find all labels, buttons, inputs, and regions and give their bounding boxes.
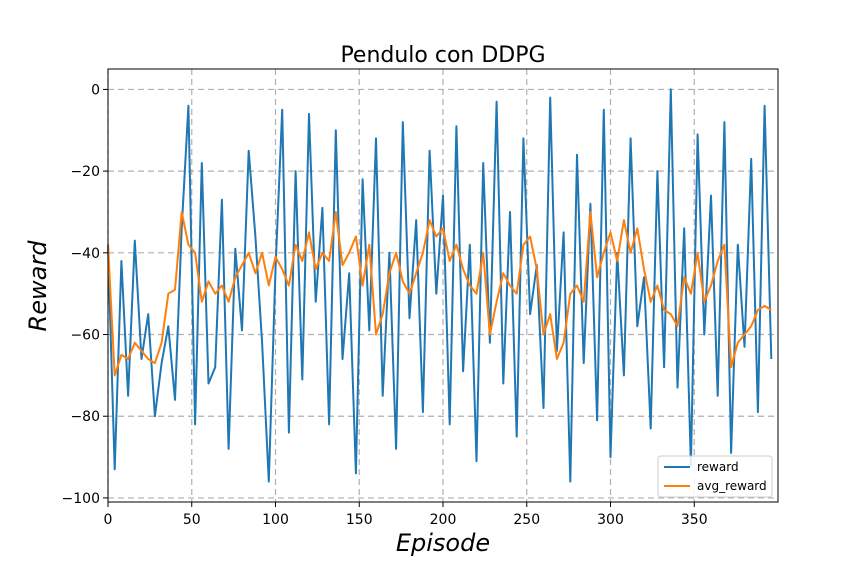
axis-ticks: 0 50 100 150 200 250 300 350 0 −20 −40 −60 −80 −100 xyxy=(62,82,708,528)
series-line-reward xyxy=(107,88,773,483)
y-tick-label: −80 xyxy=(70,409,100,425)
chart-title: Pendulo con DDPG xyxy=(340,43,545,68)
x-tick-label: 300 xyxy=(597,512,624,528)
x-tick-label: 250 xyxy=(513,512,540,528)
x-tick-label: 0 xyxy=(104,512,113,528)
y-tick-label: −100 xyxy=(62,491,100,507)
x-tick-label: 350 xyxy=(681,512,708,528)
y-tick-label: −40 xyxy=(70,246,100,262)
y-tick-label: −20 xyxy=(70,164,100,180)
x-tick-label: 200 xyxy=(430,512,457,528)
series-line-avg-reward xyxy=(107,211,772,377)
legend-reward-label: reward xyxy=(697,460,739,474)
x-tick-label: 50 xyxy=(183,512,201,528)
y-axis-label: Reward xyxy=(24,240,52,332)
legend: reward avg_reward xyxy=(657,455,773,498)
y-tick-label: −60 xyxy=(70,328,100,344)
legend-avg-reward-label: avg_reward xyxy=(697,479,767,493)
x-axis-label: Episode xyxy=(396,529,490,557)
y-tick-label: 0 xyxy=(91,82,100,98)
series-layer xyxy=(107,88,773,483)
x-tick-label: 150 xyxy=(346,512,373,528)
x-tick-label: 100 xyxy=(262,512,289,528)
